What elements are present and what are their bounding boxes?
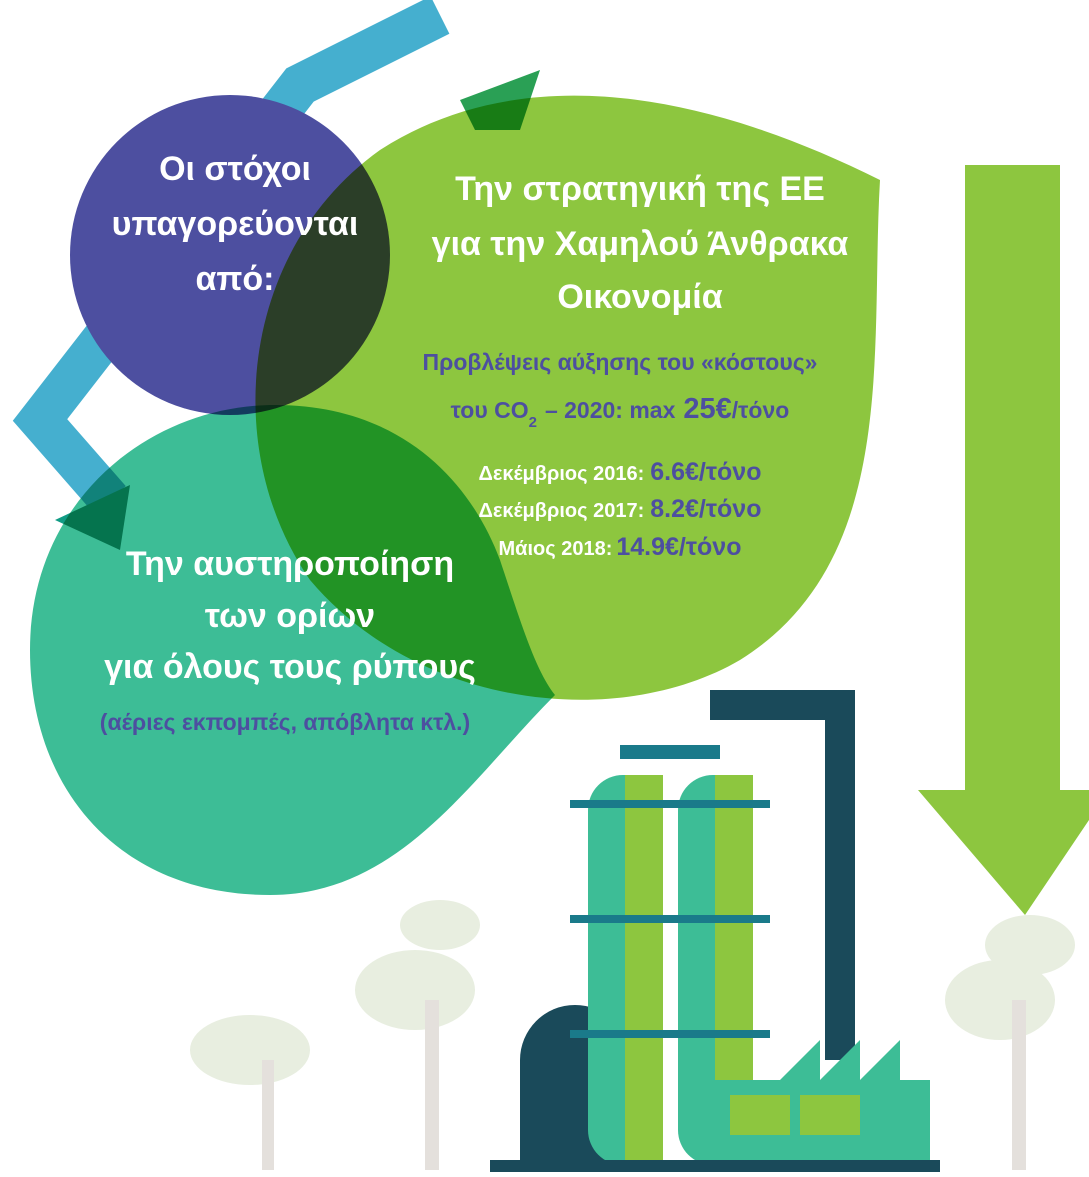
forecast-subscript: 2 [529, 414, 537, 431]
price-unit: /τόνο [679, 533, 742, 561]
eu-title: Οικονομία [557, 278, 722, 316]
down-arrow [965, 165, 1060, 795]
forecast-middle: – 2020: max [545, 397, 676, 423]
forecast-value: 25€ [683, 393, 731, 425]
price-label: Μάιος 2018: [499, 538, 613, 560]
price: Δεκέμβριος 2016:6.6€/τόνο [479, 458, 762, 486]
price-label: Δεκέμβριος 2016: [479, 463, 645, 485]
limits-title: των ορίων [205, 597, 375, 635]
down-arrow-head [918, 790, 1089, 915]
goals-title: από: [195, 260, 274, 298]
price: Μάιος 2018:14.9€/τόνο [499, 533, 742, 561]
limits-title: Την αυστηροποίηση [126, 545, 454, 583]
price-value: 6.6€ [650, 458, 699, 486]
limits-note: (αέριες εκπομπές, απόβλητα κτλ.) [100, 709, 470, 735]
forecast: Προβλέψεις αύξησης του «κόστους» [423, 349, 818, 375]
goals-title: Οι στόχοι [159, 150, 311, 188]
goals-title: υπαγορεύονται [112, 205, 359, 243]
eu-title: Την στρατηγική της ΕΕ [455, 170, 825, 208]
forecast-prefix: του CO [451, 397, 529, 423]
infographic: Οι στόχοι υπαγορεύονται από: Την στρατηγ… [0, 0, 1089, 1177]
price-unit: /τόνο [699, 495, 762, 523]
price-value: 14.9€ [616, 533, 679, 561]
price-value: 8.2€ [650, 495, 699, 523]
price-label: Δεκέμβριος 2017: [479, 500, 645, 522]
forecast-unit: /τόνο [732, 397, 790, 423]
price: Δεκέμβριος 2017:8.2€/τόνο [479, 495, 762, 523]
factory [490, 690, 940, 1172]
price-unit: /τόνο [699, 458, 762, 486]
limits-title: για όλους τους ρύπους [104, 648, 476, 686]
eu-title: για την Χαμηλού Άνθρακα [432, 225, 849, 263]
